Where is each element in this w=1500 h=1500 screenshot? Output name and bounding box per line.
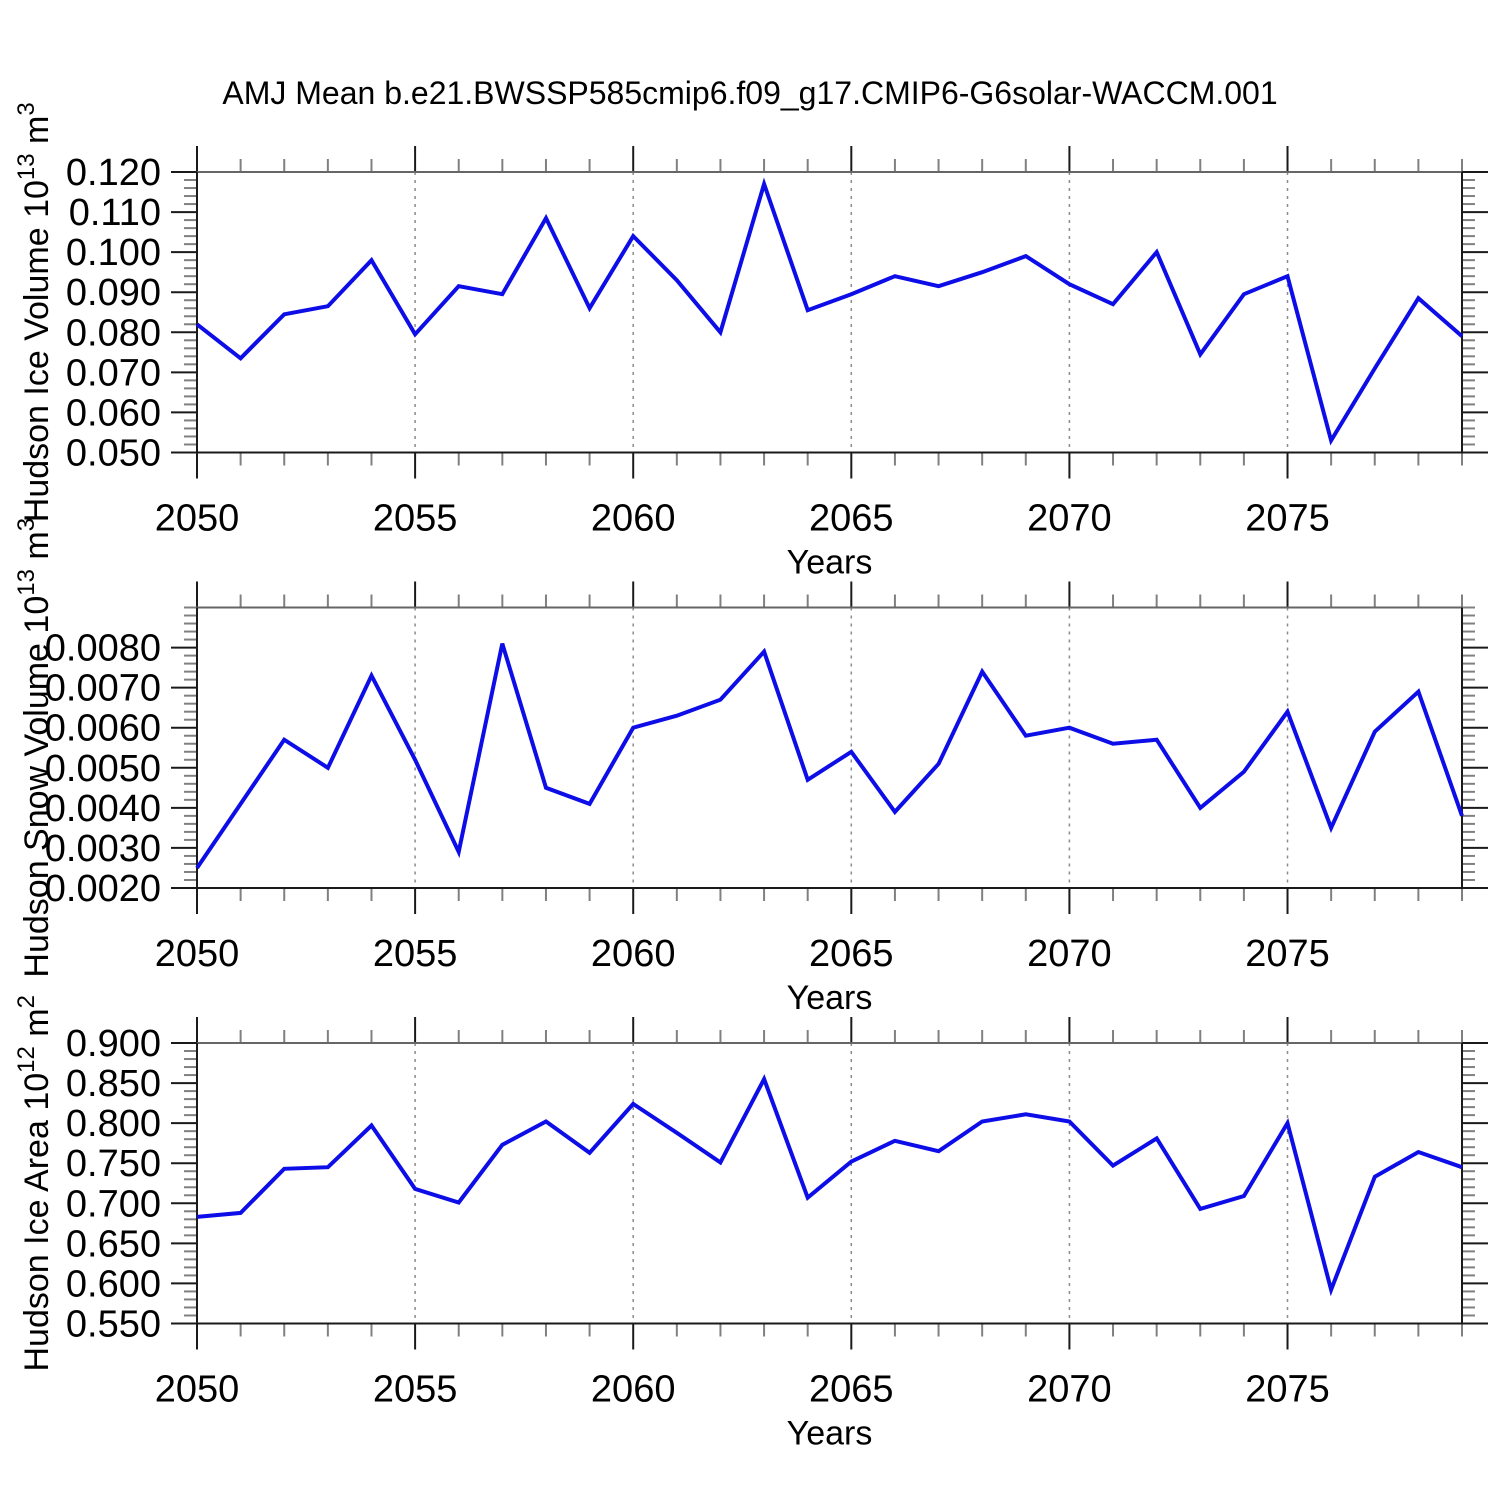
svg-text:2070: 2070 [1027,933,1112,975]
x-tick-labels: 2050 2055 2060 2065 2070 2075 [155,498,1330,540]
gridlines [414,1043,1289,1324]
y-tick-labels: 0.00200.00300.00400.00500.00600.00700.00… [45,628,161,910]
x-axis-title: Years [787,979,873,1017]
data-line-hudson-ice-area [196,1074,1463,1297]
svg-text:2055: 2055 [373,1369,458,1411]
svg-text:2055: 2055 [373,498,458,540]
figure-title: AMJ Mean b.e21.BWSSP585cmip6.f09_g17.CMI… [222,75,1278,111]
svg-text:2060: 2060 [591,498,676,540]
svg-text:0.600: 0.600 [66,1263,161,1305]
svg-text:2065: 2065 [809,1369,894,1411]
svg-text:2065: 2065 [809,498,894,540]
panel-hudson-snow-volume: 0.00200.00300.00400.00500.00600.00700.00… [13,518,1488,1017]
svg-text:0.750: 0.750 [66,1143,161,1185]
y-ticks [171,606,1488,889]
plot-frame [196,171,1463,454]
svg-text:0.0070: 0.0070 [45,668,161,710]
svg-text:2070: 2070 [1027,1369,1112,1411]
svg-text:0.120: 0.120 [66,152,161,194]
y-axis-title: Hudson Ice Volume 1013 m3 [13,102,56,522]
svg-text:0.0050: 0.0050 [45,748,161,790]
svg-text:0.080: 0.080 [66,312,161,354]
svg-text:0.110: 0.110 [69,192,161,234]
x-ticks [196,146,1463,479]
svg-text:2070: 2070 [1027,498,1112,540]
svg-text:0.070: 0.070 [66,352,161,394]
x-axis-title: Years [787,544,873,582]
svg-text:2055: 2055 [373,933,458,975]
y-axis-title: Hudson Ice Area 1012 m2 [13,995,56,1372]
data-line-hudson-snow-volume [195,643,1464,870]
svg-text:0.0020: 0.0020 [45,868,161,910]
gridlines [414,607,1289,888]
svg-text:0.0040: 0.0040 [45,788,161,830]
y-ticks [171,1042,1488,1325]
svg-text:0.050: 0.050 [66,433,161,475]
svg-text:2050: 2050 [155,498,240,540]
x-axis-title: Years [787,1415,873,1453]
data-line-hudson-ice-volume [195,177,1464,446]
svg-text:0.0080: 0.0080 [45,628,161,670]
x-tick-labels: 2050 2055 2060 2065 2070 2075 [155,1369,1330,1411]
x-ticks [196,581,1463,914]
panel-hudson-ice-area: 0.5500.6000.6500.7000.7500.8000.8500.900… [13,995,1488,1453]
svg-text:2050: 2050 [155,1369,240,1411]
svg-text:0.100: 0.100 [66,232,161,274]
panel-hudson-ice-volume: 0.0500.0600.0700.0800.0900.1000.1100.120… [13,102,1488,582]
y-axis-title: Hudson Snow Volume 1013 m3 [13,518,56,978]
svg-text:2075: 2075 [1245,498,1330,540]
y-ticks [171,171,1488,454]
svg-text:0.0030: 0.0030 [45,828,161,870]
svg-text:2060: 2060 [591,1369,676,1411]
svg-text:2075: 2075 [1245,933,1330,975]
svg-text:2075: 2075 [1245,1369,1330,1411]
x-tick-labels: 2050 2055 2060 2065 2070 2075 [155,933,1330,975]
svg-text:0.550: 0.550 [66,1304,161,1346]
svg-text:2065: 2065 [809,933,894,975]
svg-text:0.800: 0.800 [66,1103,161,1145]
plot-frame [196,1042,1463,1325]
svg-text:0.850: 0.850 [66,1063,161,1105]
gridlines [414,172,1289,453]
svg-text:0.0060: 0.0060 [45,708,161,750]
x-ticks [196,1017,1463,1350]
svg-text:0.060: 0.060 [66,392,161,434]
svg-text:0.090: 0.090 [66,272,161,314]
svg-text:0.700: 0.700 [66,1183,161,1225]
svg-text:0.900: 0.900 [66,1023,161,1065]
svg-text:2060: 2060 [591,933,676,975]
svg-text:2050: 2050 [155,933,240,975]
svg-text:0.650: 0.650 [66,1223,161,1265]
plot-frame [196,606,1463,889]
